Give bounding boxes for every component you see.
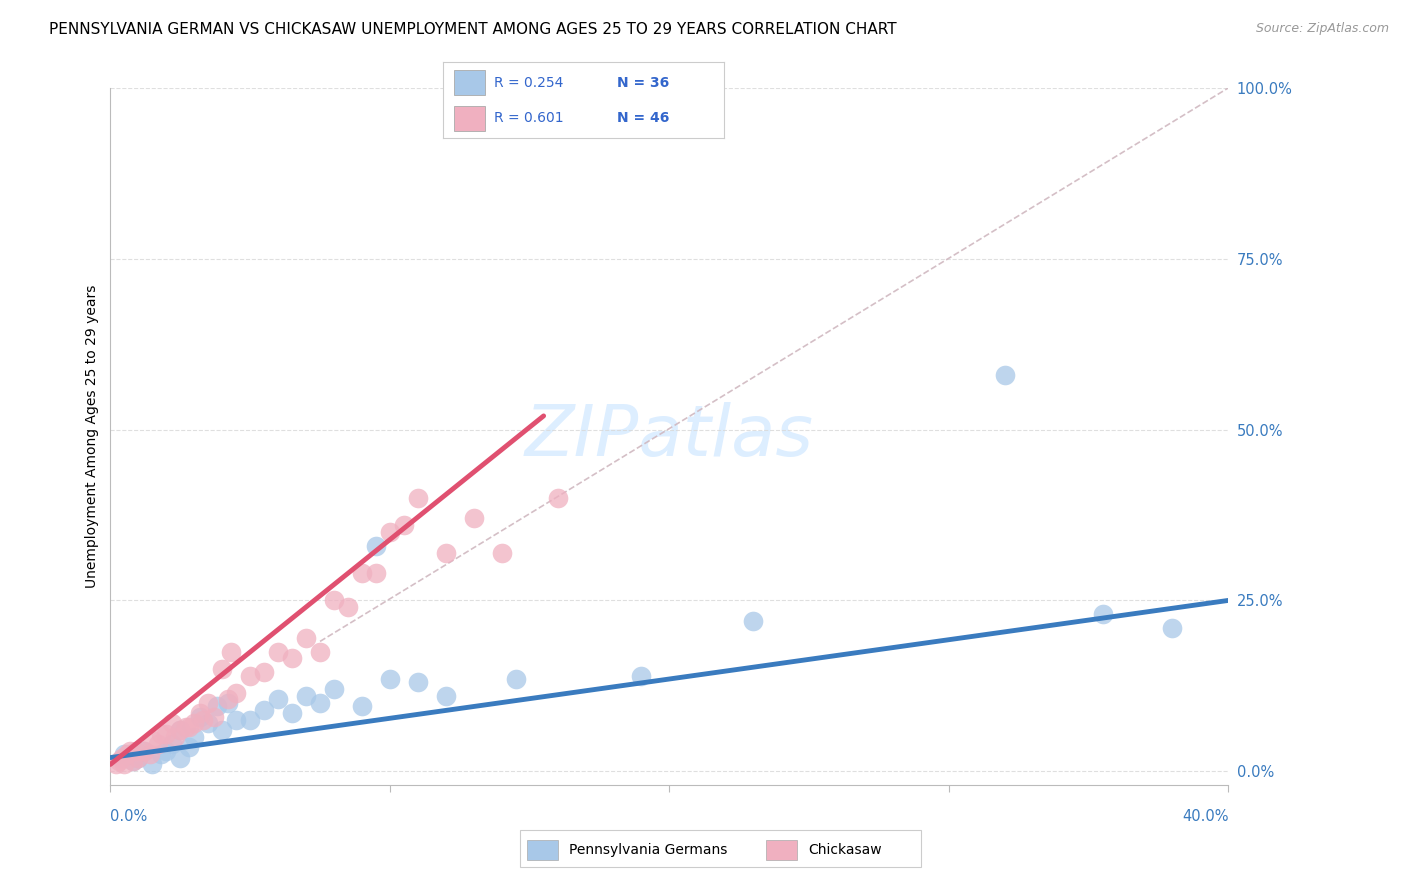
Point [217,696,239,710]
Point [112,747,135,761]
Point [197,716,219,731]
Point [127,750,149,764]
Point [239,713,262,727]
Text: Pennsylvania Germans: Pennsylvania Germans [569,843,728,857]
Point [169,723,191,738]
Text: 40.0%: 40.0% [1182,809,1229,824]
Point [177,740,200,755]
Point [188,709,211,723]
Point [225,713,247,727]
Y-axis label: Unemployment Among Ages 25 to 29 years: Unemployment Among Ages 25 to 29 years [86,285,100,588]
Point [141,757,163,772]
Point [211,723,233,738]
Point [434,689,457,703]
Text: R = 0.254: R = 0.254 [494,76,562,90]
Point [336,600,359,615]
Point [191,713,214,727]
Point [169,750,191,764]
Point [177,720,200,734]
Point [323,593,346,607]
Point [112,757,135,772]
Point [202,709,225,723]
Point [149,747,172,761]
Point [630,668,652,682]
Point [155,726,177,740]
Point [463,511,485,525]
Point [219,645,242,659]
Point [406,491,429,505]
Text: Source: ZipAtlas.com: Source: ZipAtlas.com [1256,22,1389,36]
Point [121,754,143,768]
Point [239,668,262,682]
Point [267,692,290,706]
Point [118,744,141,758]
Point [183,730,205,744]
Point [107,754,129,768]
Point [1091,607,1114,621]
Point [281,651,304,665]
FancyBboxPatch shape [454,105,485,130]
Point [132,744,155,758]
Point [434,545,457,559]
Point [253,665,276,680]
Point [105,757,128,772]
Point [309,645,332,659]
Point [160,716,183,731]
Point [115,747,138,761]
Point [205,699,228,714]
Text: ZIPatlas: ZIPatlas [524,402,814,471]
Point [350,699,373,714]
Point [350,566,373,580]
Point [406,675,429,690]
Point [742,614,765,628]
Point [378,524,401,539]
Text: Chickasaw: Chickasaw [808,843,882,857]
Point [149,726,172,740]
FancyBboxPatch shape [454,70,485,95]
Point [188,706,211,721]
Point [364,566,387,580]
Point [121,754,143,768]
Point [378,672,401,686]
Text: N = 46: N = 46 [617,111,669,125]
Point [295,689,318,703]
Point [141,733,163,747]
Text: N = 36: N = 36 [617,76,669,90]
Point [364,539,387,553]
Text: PENNSYLVANIA GERMAN VS CHICKASAW UNEMPLOYMENT AMONG AGES 25 TO 29 YEARS CORRELAT: PENNSYLVANIA GERMAN VS CHICKASAW UNEMPLO… [49,22,897,37]
Point [505,672,527,686]
Point [138,747,160,761]
Point [281,706,304,721]
Point [994,368,1017,382]
Point [309,696,332,710]
Point [132,744,155,758]
Point [160,737,183,751]
Point [183,716,205,731]
Point [110,750,132,764]
Point [267,645,290,659]
Text: 0.0%: 0.0% [111,809,148,824]
Point [174,720,197,734]
Point [169,723,191,738]
Point [217,692,239,706]
Point [155,744,177,758]
Text: R = 0.601: R = 0.601 [494,111,564,125]
Point [163,730,186,744]
Point [124,744,146,758]
Point [253,703,276,717]
Point [1161,621,1184,635]
Point [392,518,415,533]
Point [225,686,247,700]
Point [146,737,169,751]
Point [197,696,219,710]
Point [491,545,513,559]
Point [127,750,149,764]
Point [323,682,346,697]
Point [211,662,233,676]
Point [295,631,318,645]
Point [547,491,569,505]
